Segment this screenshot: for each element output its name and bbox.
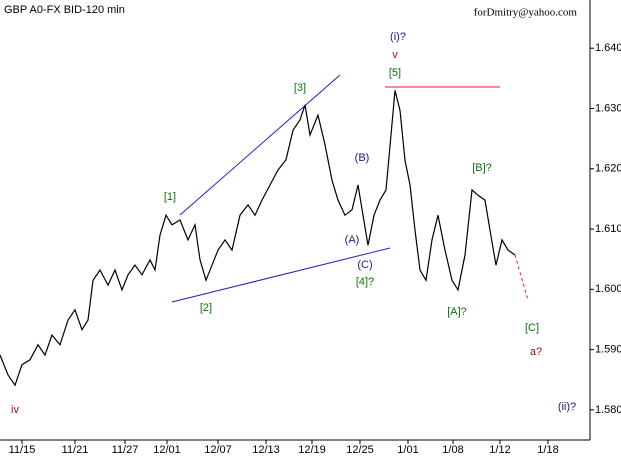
y-tick-label: 1.610 bbox=[595, 223, 621, 235]
y-tick-label: 1.620 bbox=[595, 163, 621, 175]
chart-title: GBP A0-FX BID-120 min bbox=[4, 4, 125, 16]
channel-line bbox=[171, 247, 391, 303]
wave-label: (ii)? bbox=[558, 401, 576, 413]
x-tick-label: 12/07 bbox=[204, 444, 232, 456]
x-tick-label: 12/01 bbox=[153, 444, 181, 456]
wave-label: [3] bbox=[294, 82, 306, 94]
wave-label: [2] bbox=[200, 302, 212, 314]
wave-label: [4]? bbox=[356, 276, 374, 288]
wave-label: (B) bbox=[355, 152, 370, 164]
y-tick-label: 1.590 bbox=[595, 343, 621, 355]
x-tick-label: 11/27 bbox=[112, 444, 139, 456]
y-tick-label: 1.600 bbox=[595, 283, 621, 295]
wave-label: (C) bbox=[357, 259, 372, 271]
wave-label: [A]? bbox=[447, 306, 467, 318]
wave-label: (i)? bbox=[390, 31, 406, 43]
wave-label: v bbox=[392, 49, 398, 61]
projection-line bbox=[514, 254, 529, 301]
wave-label: [B]? bbox=[472, 162, 492, 174]
x-tick-label: 11/21 bbox=[62, 444, 89, 456]
y-tick-label: 1.580 bbox=[595, 404, 621, 416]
wave-label: (A) bbox=[345, 234, 360, 246]
author: forDmitry@yahoo.com bbox=[474, 7, 578, 19]
x-tick-label: 1/08 bbox=[442, 444, 463, 456]
x-tick-label: 12/25 bbox=[346, 444, 374, 456]
wave-label: [C] bbox=[525, 322, 539, 334]
channel-line bbox=[179, 74, 341, 216]
x-tick-label: 12/13 bbox=[252, 444, 280, 456]
price-line bbox=[0, 90, 516, 387]
wave-label: a? bbox=[530, 346, 542, 358]
x-tick-label: 11/15 bbox=[9, 444, 36, 456]
wave-label: [1] bbox=[164, 191, 176, 203]
wave-label: [5] bbox=[389, 67, 401, 79]
x-tick-label: 1/18 bbox=[537, 444, 558, 456]
y-tick-label: 1.640 bbox=[595, 42, 621, 54]
x-tick-label: 12/19 bbox=[298, 444, 326, 456]
wave-label: iv bbox=[11, 404, 19, 416]
y-tick-label: 1.630 bbox=[595, 102, 621, 114]
x-tick-label: 1/12 bbox=[489, 444, 510, 456]
x-tick-label: 1/01 bbox=[397, 444, 418, 456]
